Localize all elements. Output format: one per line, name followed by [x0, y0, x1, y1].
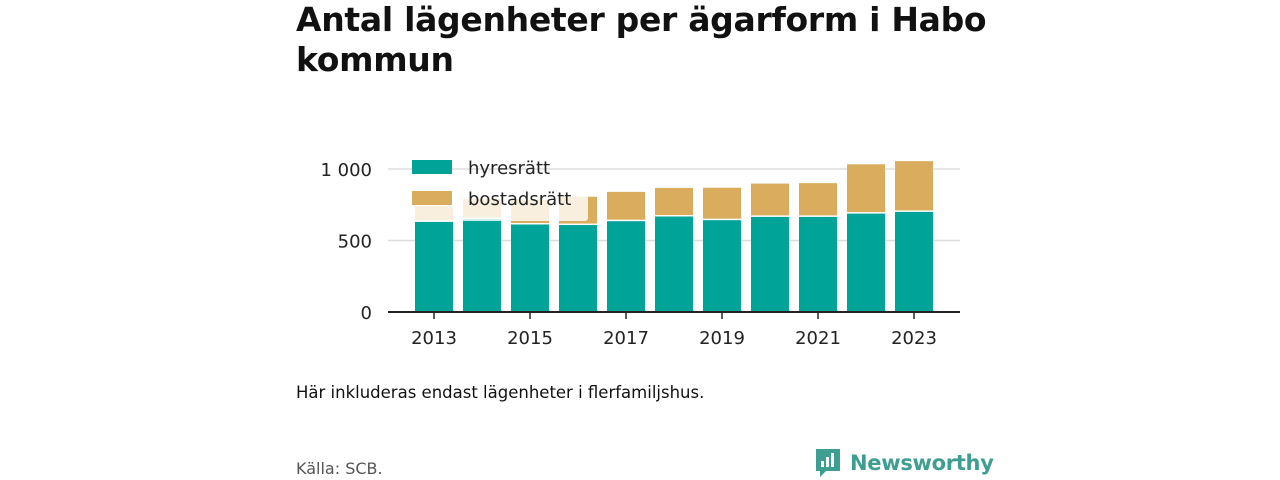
bar-bostadsratt [703, 187, 741, 219]
source-text: Källa: SCB. [296, 459, 383, 478]
bar-hyresratt [463, 219, 501, 312]
bar-hyresratt [559, 225, 597, 312]
bar-hyresratt [415, 221, 453, 312]
bar-bostadsratt [751, 183, 789, 216]
axes: 0 500 1 000 2013 2015 2017 2019 2021 2023 [320, 160, 960, 349]
y-tick-label: 500 [338, 232, 372, 253]
bar-bostadsratt [847, 164, 885, 213]
bar-bostadsratt [607, 191, 645, 220]
bar-hyresratt [895, 211, 933, 312]
bar-hyresratt [751, 216, 789, 312]
bar-bostadsratt [895, 161, 933, 211]
newsworthy-icon [816, 449, 840, 477]
x-tick-label: 2013 [411, 328, 457, 349]
bar-hyresratt [703, 220, 741, 312]
newsworthy-logo[interactable]: Newsworthy [814, 447, 994, 479]
bar-hyresratt [847, 213, 885, 312]
bar-bostadsratt [799, 183, 837, 216]
x-tick-label: 2015 [507, 328, 553, 349]
legend-label: bostadsrätt [468, 189, 571, 210]
x-tick-label: 2021 [795, 328, 841, 349]
x-tick-label: 2017 [603, 328, 649, 349]
y-tick-label: 0 [361, 303, 372, 324]
bar-hyresratt [655, 216, 693, 312]
legend-swatch [412, 160, 452, 174]
bar-hyresratt [511, 224, 549, 312]
y-tick-label: 1 000 [320, 160, 372, 181]
bar-hyresratt [607, 221, 645, 312]
x-tick-label: 2023 [891, 328, 937, 349]
legend-swatch [412, 191, 452, 205]
chart-note: Här inkluderas endast lägenheter i flerf… [296, 383, 705, 402]
legend: hyresrätt bostadsrätt [404, 158, 588, 221]
bars [415, 161, 933, 312]
chart-title: Antal lägenheter per ägarform i Habo kom… [296, 0, 987, 79]
x-tick-label: 2019 [699, 328, 745, 349]
legend-label: hyresrätt [468, 158, 550, 179]
bar-hyresratt [799, 216, 837, 312]
brand-name: Newsworthy [850, 451, 994, 475]
bar-bostadsratt [655, 187, 693, 215]
